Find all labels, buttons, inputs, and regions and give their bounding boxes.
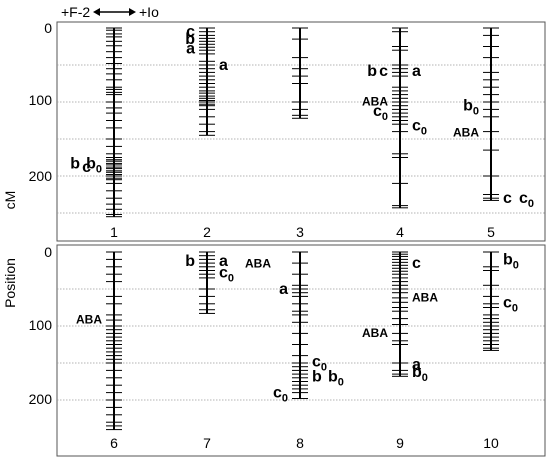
qtl-label: ABA <box>362 326 388 340</box>
y-axis-title-word1: Position <box>2 258 18 308</box>
qtl-label: c0 <box>373 103 388 123</box>
chromosome-label: 9 <box>396 435 404 451</box>
tick-label: 200 <box>29 391 53 407</box>
qtl-label: b0 <box>412 364 428 384</box>
chromosome-label: 5 <box>487 224 495 240</box>
qtl-label: c0 <box>219 265 234 285</box>
qtl-label: b <box>312 368 322 385</box>
y-axis-title: Position cM <box>2 191 18 308</box>
qtl-label: c <box>186 24 195 41</box>
arrow-left-head-icon <box>93 8 100 16</box>
chromosome-label: 8 <box>296 435 304 451</box>
y-axis-title-word2: cM <box>2 191 18 210</box>
legend-left-label: +F-2 <box>61 4 90 20</box>
tick-label: 200 <box>29 168 53 184</box>
qtl-label: a <box>412 356 421 373</box>
qtl-label: a <box>279 281 288 298</box>
qtl-label: c0 <box>503 294 518 314</box>
qtl-label: ABA <box>362 95 388 109</box>
chromosome-5: 5 b0 ABA c c0 <box>453 27 534 240</box>
qtl-label: ABA <box>76 313 102 327</box>
chromosome-label: 7 <box>203 435 211 451</box>
qtl-label: c <box>503 190 512 207</box>
qtl-label: ABA <box>245 256 271 270</box>
chromosome-9: 9 c ABA ABA b0a <box>362 251 438 451</box>
qtl-label: b <box>185 31 195 48</box>
qtl-label: c0 <box>412 118 427 138</box>
bottom-axis-ticks: 0 100 200 <box>29 244 53 407</box>
qtl-label: b0 <box>328 368 344 388</box>
tick-label: 0 <box>44 244 52 260</box>
chromosome-label: 3 <box>296 224 304 240</box>
chromosome-label: 2 <box>203 224 211 240</box>
qtl-label: c0 <box>312 354 327 374</box>
arrow-right-head-icon <box>129 8 136 16</box>
qtl-label: b <box>367 63 377 80</box>
qtl-label: c <box>412 255 421 272</box>
qtl-label: c0 <box>273 385 288 405</box>
qtl-label: a <box>412 63 421 80</box>
qtl-label: b <box>185 253 195 270</box>
tick-label: 100 <box>29 92 53 108</box>
qtl-label: c <box>82 159 91 176</box>
chromosome-label: 10 <box>483 435 499 451</box>
qtl-label: b0 <box>503 251 519 271</box>
chromosome-10: 10 b0 c0 <box>483 251 519 451</box>
chromosome-label: 1 <box>110 224 118 240</box>
chromosome-3: 3 <box>292 27 308 240</box>
chromosome-7: 7 b a ABA c0 <box>185 251 271 451</box>
qtl-label: ABA <box>412 290 438 304</box>
qtl-label: b <box>70 155 80 172</box>
chromosome-6: 6 ABA <box>76 251 122 451</box>
chromosome-label: 6 <box>110 435 118 451</box>
qtl-label: a <box>219 57 228 74</box>
tick-label: 100 <box>29 317 53 333</box>
legend-right-label: +Io <box>139 4 159 20</box>
qtl-label: b0 <box>463 98 479 118</box>
top-axis-ticks: 0 100 200 <box>29 20 53 184</box>
tick-label: 0 <box>44 20 52 36</box>
qtl-label: a <box>219 253 228 270</box>
qtl-label: ABA <box>453 126 479 140</box>
qtl-label: a <box>186 41 195 58</box>
qtl-label: c <box>379 63 388 80</box>
qtl-label: c0 <box>519 190 534 210</box>
qtl-label: b0 <box>86 155 102 175</box>
orientation-legend: +F-2 +Io <box>61 4 159 20</box>
chromosome-label: 4 <box>396 224 404 240</box>
